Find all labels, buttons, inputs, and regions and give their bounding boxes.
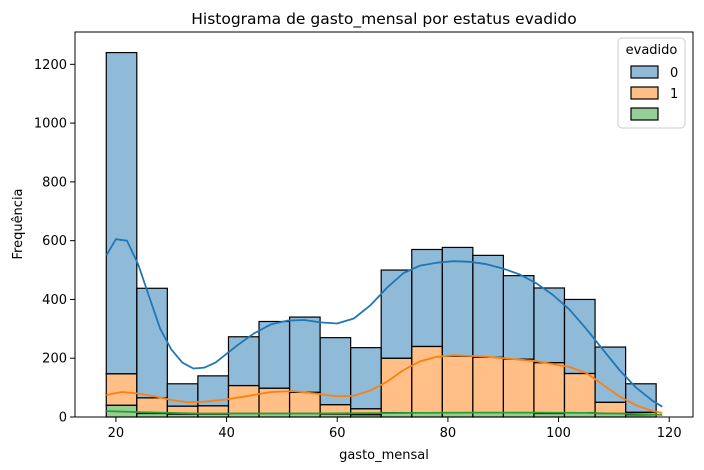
x-tick-label-4: 100	[546, 426, 571, 441]
axes-layer	[74, 31, 694, 418]
kde-line-0	[105, 238, 663, 408]
y-tick-label-1: 200	[42, 352, 67, 367]
bar-series-2-bin-4	[227, 336, 260, 387]
x-tick-label-3: 80	[440, 426, 457, 441]
plot-frame	[74, 31, 694, 418]
bar-series-1-bin-16	[594, 401, 627, 415]
y-ticks: 0 200 400 600 800 1000 1200	[34, 58, 75, 426]
bar-series-2-bin-9	[380, 269, 413, 359]
chart-title: Histograma de gasto_mensal por estatus e…	[191, 10, 577, 29]
legend-label-1: 1	[670, 87, 678, 102]
y-axis-label: Frequência	[11, 188, 26, 259]
bar-series-2-bin-10	[411, 248, 443, 348]
bar-series-2-bin-0	[105, 51, 138, 375]
x-tick-label-1: 40	[218, 426, 235, 441]
bar-series-1-bin-13	[502, 358, 535, 414]
legend-frame	[617, 37, 686, 129]
bar-series-2-bin-5	[258, 320, 291, 389]
y-tick-label-0: 0	[59, 411, 67, 426]
kde-line-2	[106, 410, 663, 416]
bar-series-2-bin-6	[288, 316, 321, 393]
bars-layer	[105, 51, 657, 418]
y-tick-label-2: 400	[42, 293, 67, 308]
bar-series-1-bin-15	[563, 372, 596, 414]
legend-entries: 01	[630, 65, 678, 121]
bar-series-1-bin-12	[472, 356, 504, 414]
kde-line-1	[106, 354, 663, 414]
y-tick-label-5: 1000	[34, 117, 67, 132]
bar-series-2-bin-11	[441, 246, 474, 357]
bar-series-2-bin-8	[350, 347, 382, 410]
bar-series-1-bin-4	[227, 384, 260, 415]
y-tick-label-6: 1200	[34, 58, 67, 73]
bar-series-2-bin-17	[625, 383, 657, 413]
legend-swatch-2	[630, 107, 659, 121]
bar-series-2-bin-15	[563, 298, 596, 375]
bar-series-2-bin-14	[533, 287, 566, 364]
bar-series-1-bin-9	[380, 357, 413, 414]
bar-series-1-bin-14	[533, 362, 566, 415]
legend-label-0: 0	[670, 66, 678, 81]
bar-series-2-bin-12	[472, 254, 504, 358]
bar-series-1-bin-11	[441, 355, 474, 414]
legend-swatch-1	[630, 86, 659, 100]
legend-title: evadido	[626, 43, 678, 58]
x-tick-label-2: 60	[329, 426, 346, 441]
y-tick-label-4: 800	[42, 175, 67, 190]
bar-series-2-bin-16	[594, 346, 627, 403]
bar-series-1-bin-1	[136, 397, 168, 415]
bar-series-2-bin-3	[197, 375, 230, 407]
x-tick-label-5: 120	[657, 426, 682, 441]
bar-series-2-bin-13	[502, 275, 535, 360]
kde-layer	[105, 238, 663, 416]
x-axis-label: gasto_mensal	[339, 448, 429, 463]
legend-swatch-0	[630, 65, 659, 79]
bar-series-1-bin-0	[105, 373, 138, 406]
bar-series-1-bin-6	[288, 391, 321, 415]
x-tick-label-0: 20	[108, 426, 125, 441]
legend: evadido 01	[617, 37, 686, 129]
x-ticks: 20 40 60 80 100 120	[108, 417, 682, 441]
y-tick-label-3: 600	[42, 234, 67, 249]
